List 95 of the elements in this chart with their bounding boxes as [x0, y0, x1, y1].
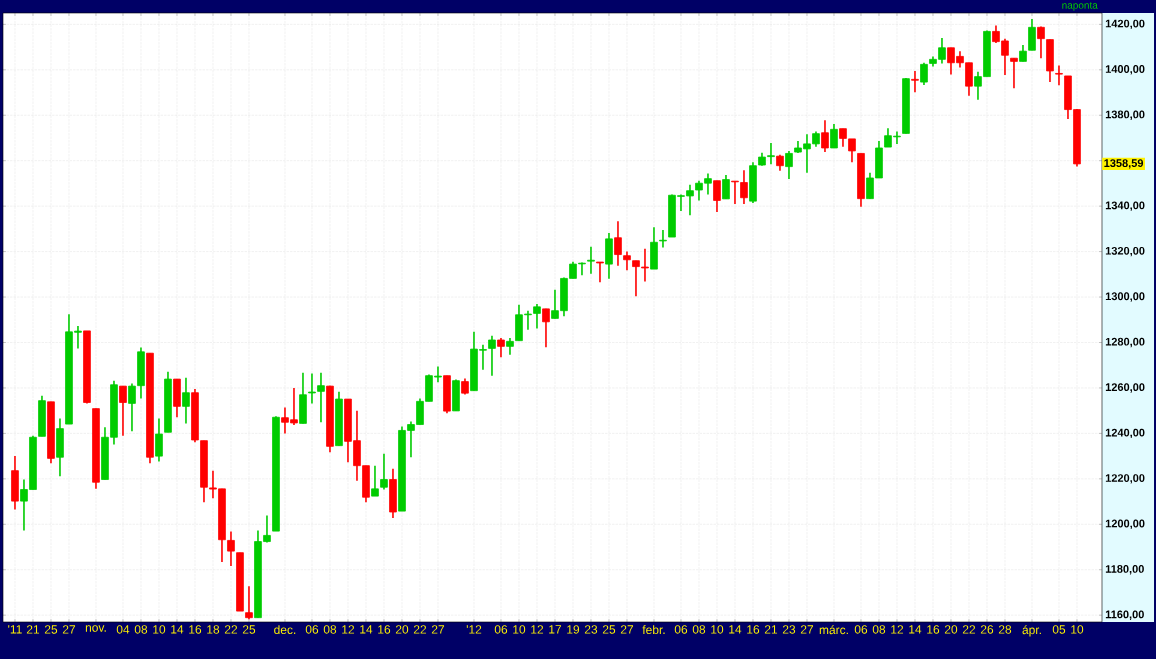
candlestick — [155, 417, 163, 463]
x-tick-label: 05 — [1052, 625, 1066, 634]
x-tick-label: 06 — [305, 625, 319, 634]
candlestick — [740, 169, 748, 205]
y-tick-label: 1260,00 — [1105, 383, 1145, 393]
y-tick-label: 1420,00 — [1105, 19, 1145, 30]
x-tick-label: dec. — [274, 625, 296, 635]
x-tick-label: 25 — [602, 625, 616, 634]
y-tick-label: 1300,00 — [1105, 292, 1145, 302]
candlestick — [785, 150, 793, 180]
x-tick-label: 28 — [998, 625, 1012, 634]
candlestick — [371, 464, 379, 497]
x-tick-label: 08 — [872, 625, 886, 634]
y-tick-label: 1380,00 — [1105, 110, 1145, 120]
candlestick — [1028, 18, 1036, 52]
x-tick-label: 16 — [747, 625, 760, 634]
candlestick — [227, 530, 235, 567]
candlestick — [821, 119, 829, 153]
x-tick-label: 27 — [800, 625, 814, 634]
x-tick-label: 14 — [171, 625, 184, 634]
candlestick — [596, 261, 604, 284]
y-tick-label: 1400,00 — [1105, 65, 1145, 75]
candlestick — [1010, 57, 1018, 90]
x-tick-label: 08 — [692, 625, 706, 634]
y-tick-label: 1160,00 — [1105, 610, 1144, 620]
x-tick-label: 10 — [513, 625, 526, 634]
x-tick-label: 17 — [549, 625, 562, 634]
candlestick — [623, 250, 631, 272]
x-tick-label: 22 — [224, 625, 238, 634]
x-tick-label: '11 — [8, 625, 22, 634]
x-tick-label: 14 — [909, 625, 922, 634]
y-tick-label: 1340,00 — [1105, 201, 1145, 211]
x-tick-label: 10 — [153, 625, 166, 634]
y-tick-label: 1240,00 — [1105, 428, 1145, 439]
candlestick — [1037, 25, 1045, 60]
x-tick-label: 06 — [674, 625, 688, 634]
candlestick — [542, 308, 550, 349]
x-tick-label: 16 — [378, 625, 391, 634]
x-tick-label: 08 — [323, 625, 337, 634]
x-tick-label: 14 — [360, 625, 373, 634]
candlestick — [182, 376, 190, 425]
x-tick-label: 20 — [395, 625, 409, 634]
y-tick-label: 1200,00 — [1105, 519, 1145, 529]
x-tick-label: 21 — [764, 625, 778, 634]
x-tick-label: 23 — [782, 625, 796, 634]
x-tick-label: 19 — [567, 625, 580, 634]
x-tick-label: 10 — [711, 625, 724, 634]
x-tick-label: 23 — [584, 625, 598, 634]
candlestick — [488, 334, 496, 377]
candlestick — [614, 220, 622, 267]
y-tick-label: 1320,00 — [1105, 246, 1145, 257]
x-tick-label: 16 — [189, 625, 202, 634]
x-tick-label: 27 — [62, 625, 76, 634]
candlestick — [659, 229, 667, 249]
x-tick-label: 20 — [944, 625, 958, 634]
x-tick-label: 10 — [1071, 625, 1084, 634]
candlestick — [1055, 64, 1063, 87]
candlestick — [119, 385, 127, 437]
x-tick-label: 25 — [242, 625, 256, 634]
x-tick-label: 12 — [342, 625, 355, 634]
candlestick — [830, 123, 838, 149]
x-tick-label: 14 — [729, 625, 742, 634]
x-tick-label: 12 — [531, 625, 544, 634]
candlestick — [245, 585, 253, 621]
text: 1358,59 — [1104, 159, 1144, 169]
candlestick — [920, 61, 928, 86]
x-tick-label: ápr. — [1022, 625, 1041, 637]
x-tick-label: 27 — [620, 625, 634, 634]
x-tick-label: 25 — [44, 625, 58, 634]
x-tick-label: 27 — [431, 625, 445, 634]
x-tick-label: nov. — [85, 625, 106, 632]
x-tick-label: 12 — [891, 625, 904, 634]
x-tick-label: 06 — [854, 625, 868, 634]
candlestick — [497, 337, 505, 359]
x-tick-label: 16 — [927, 625, 940, 634]
x-tick-label: 08 — [134, 625, 148, 634]
y-tick-label: 1280,00 — [1105, 337, 1145, 348]
x-tick-label: 04 — [116, 625, 130, 634]
x-tick-label: 06 — [494, 625, 508, 634]
x-tick-label: 22 — [962, 625, 976, 634]
x-tick-label: 22 — [413, 625, 427, 634]
candlestick — [587, 246, 595, 275]
x-tick-label: márc. — [819, 625, 848, 635]
x-tick-label: febr. — [642, 625, 665, 635]
y-tick-label: 1220,00 — [1105, 474, 1145, 484]
candlestick — [380, 453, 388, 491]
y-tick-label: 1180,00 — [1105, 565, 1144, 575]
chart-subtitle: naponta — [1062, 2, 1098, 11]
candlestick — [722, 174, 730, 200]
x-tick-label: '12 — [466, 625, 482, 634]
candlestick — [911, 70, 919, 94]
x-tick-label: 21 — [26, 625, 40, 634]
x-tick-label: 26 — [980, 625, 994, 634]
candlestick — [713, 179, 721, 213]
x-tick-label: 18 — [207, 625, 220, 634]
